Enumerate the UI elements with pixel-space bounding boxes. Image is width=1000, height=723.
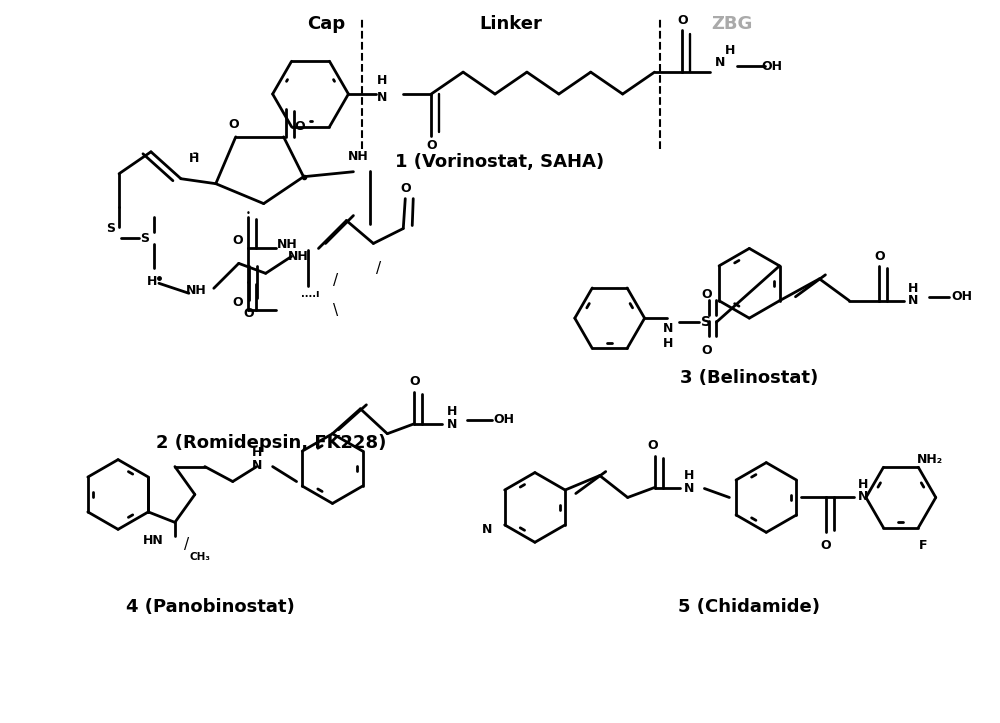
Text: NH₂: NH₂ [917, 453, 943, 466]
Text: N: N [908, 294, 918, 307]
Text: OH: OH [762, 59, 783, 72]
Text: H: H [377, 74, 388, 87]
Text: N: N [377, 90, 388, 103]
Text: /: / [376, 261, 381, 276]
Text: F: F [919, 539, 928, 552]
Text: Cap: Cap [307, 15, 346, 33]
Text: N: N [684, 482, 695, 495]
Text: O: O [426, 140, 437, 153]
Text: O: O [874, 250, 885, 263]
Text: O: O [701, 288, 712, 301]
Text: •: • [245, 209, 250, 218]
Text: OH: OH [952, 290, 973, 303]
Text: O: O [647, 439, 658, 452]
Text: O: O [228, 119, 239, 132]
Text: \: \ [333, 303, 338, 317]
Text: 2 (Romidepsin, FK228): 2 (Romidepsin, FK228) [156, 434, 386, 452]
Text: NH: NH [348, 150, 369, 163]
Text: O: O [821, 539, 831, 552]
Text: N: N [251, 459, 262, 472]
Text: H: H [447, 406, 457, 419]
Text: S: S [107, 222, 116, 235]
Text: N: N [482, 523, 492, 536]
Text: O: O [243, 307, 254, 320]
Text: NH: NH [185, 283, 206, 296]
Text: /: / [184, 536, 189, 552]
Text: H̄: H̄ [189, 153, 199, 166]
Text: O: O [701, 343, 712, 356]
Text: H: H [725, 43, 736, 56]
Text: O: O [232, 296, 243, 309]
Text: H: H [858, 478, 868, 491]
Text: O: O [232, 234, 243, 247]
Text: NH: NH [277, 238, 298, 251]
Text: 5 (Chidamide): 5 (Chidamide) [678, 598, 820, 616]
Text: HN: HN [143, 534, 163, 547]
Text: Linker: Linker [480, 15, 542, 33]
Text: S: S [140, 232, 149, 245]
Text: OH: OH [493, 414, 514, 427]
Text: O: O [294, 121, 305, 134]
Text: 1 (Vorinostat, SAHA): 1 (Vorinostat, SAHA) [395, 153, 605, 171]
Text: O: O [400, 182, 411, 195]
Text: ....ı: ....ı [301, 289, 320, 299]
Text: 4 (Panobinostat): 4 (Panobinostat) [126, 598, 295, 616]
Text: H: H [251, 446, 262, 459]
Text: S: S [701, 315, 711, 329]
Text: O: O [677, 14, 688, 27]
Text: H: H [147, 275, 157, 288]
Text: H: H [684, 469, 695, 482]
Text: H: H [908, 282, 918, 295]
Text: N: N [715, 56, 726, 69]
Text: /: / [333, 273, 338, 288]
Text: N: N [447, 419, 457, 431]
Text: 3 (Belinostat): 3 (Belinostat) [680, 369, 818, 387]
Text: H: H [663, 337, 674, 350]
Text: O: O [409, 375, 420, 388]
Text: CH₃: CH₃ [189, 552, 210, 562]
Text: N: N [858, 490, 868, 503]
Text: NH: NH [288, 250, 309, 263]
Text: ZBG: ZBG [711, 15, 753, 33]
Text: N: N [663, 322, 674, 335]
